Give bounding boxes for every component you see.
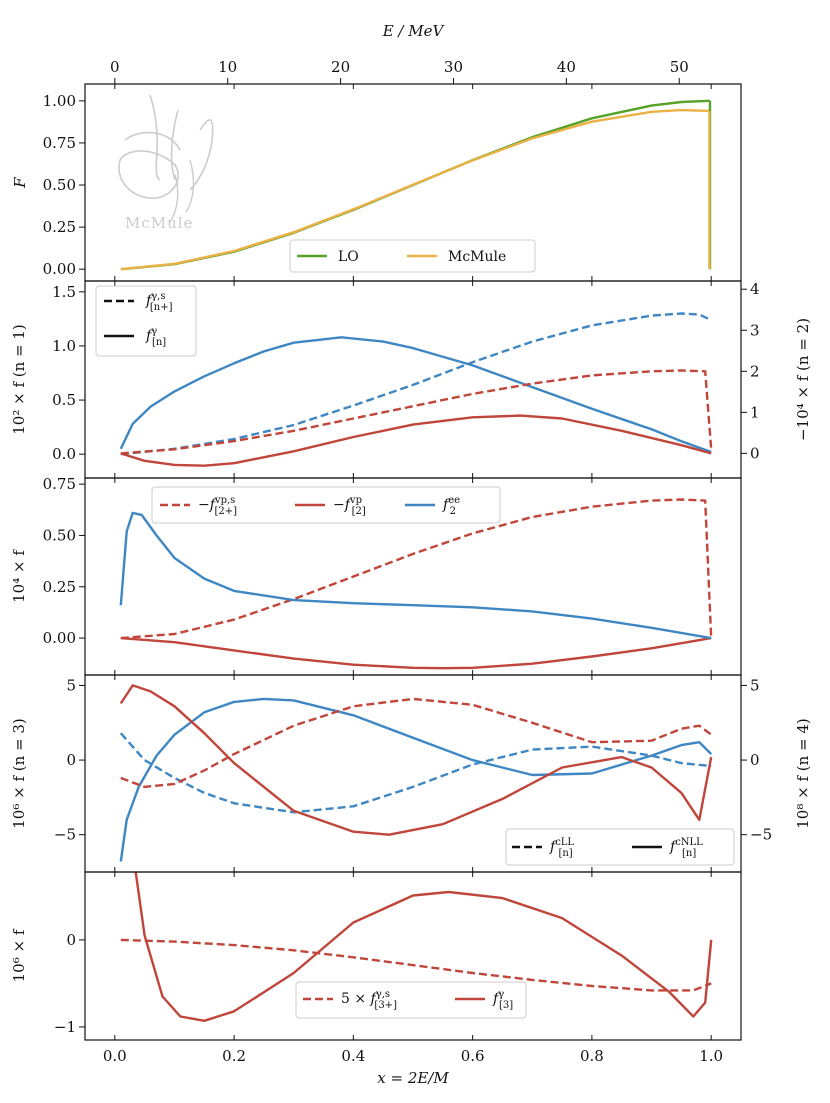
p5-ylabel: 10⁶ × f — [10, 928, 28, 982]
p4-ytick-label-right-2: 5 — [750, 676, 760, 694]
p5-legend-label-0: 5 × fγ,s [3+] — [341, 989, 397, 1011]
top-xtick-label-4: 40 — [557, 58, 576, 76]
p2-legend-label-1: fγ [n] — [145, 326, 166, 348]
p3-series-0 — [120, 498, 713, 640]
p3-ytick-label-left-3: 0.75 — [43, 475, 76, 493]
p1-legend-label-1: McMule — [448, 249, 506, 265]
p3-series-1 — [120, 636, 712, 670]
p1-ylabel: F — [11, 177, 29, 189]
panel-2: 0.0 0.5 1.0 1.5 0 1 2 3 4 10² × f (n = 1) −10⁴ × f… — [10, 280, 812, 479]
top-xtick-label-3: 30 — [444, 58, 463, 76]
top-xtick-label-0: 0 — [110, 58, 120, 76]
watermark-text: McMule — [125, 214, 193, 232]
logo-legs — [169, 159, 195, 223]
p5-ytick-label-left-0: −1 — [54, 1018, 76, 1036]
p2-ytick-label-right-3: 3 — [750, 321, 760, 339]
p5-legend-label-1: fγ [3] — [492, 989, 513, 1011]
p2-ytick-label-right-1: 1 — [750, 403, 760, 421]
p5-ytick-label-left-1: 0 — [66, 931, 76, 949]
p1-legend-label-0: LO — [338, 249, 359, 265]
p4-legend-label-0: fcLL [n] — [549, 837, 574, 859]
p4-ytick-label-right-1: 0 — [750, 751, 760, 769]
p4-series-1 — [119, 732, 712, 814]
panel-1: 0 10 20 30 40 50 E / MeV McMule 0.00 0.25 0.50 0.75… — [11, 22, 742, 282]
p3-series-2 — [119, 511, 712, 640]
top-axis-title: E / MeV — [382, 22, 446, 40]
p5-xtick-label-1: 0.2 — [222, 1047, 246, 1065]
p2-ylabel-right: −10⁴ × f (n = 2) — [794, 318, 812, 441]
p1-ytick-label-left-2: 0.50 — [43, 176, 76, 194]
p3-legend-box — [151, 486, 501, 524]
p5-frame — [84, 871, 742, 1041]
p1-series-1 — [120, 108, 710, 271]
top-xtick-label-5: 50 — [670, 58, 689, 76]
logo-wings — [124, 94, 214, 191]
x-axis-title: x = 2E/M — [377, 1069, 449, 1087]
p3-ylabel: 10⁴ × f — [10, 549, 28, 603]
p5-series-0 — [120, 938, 712, 992]
p3-legend-label-2: fee 2 — [442, 495, 460, 517]
p2-series-3 — [120, 369, 713, 455]
p3-ytick-label-left-1: 0.25 — [43, 578, 76, 596]
top-xtick-label-2: 20 — [331, 58, 350, 76]
p4-series-0 — [119, 697, 713, 862]
p1-ytick-label-left-1: 0.25 — [43, 218, 76, 236]
p1-ytick-label-left-3: 0.75 — [43, 134, 76, 152]
p5-xtick-label-2: 0.4 — [341, 1047, 365, 1065]
p2-ytick-label-left-3: 1.5 — [52, 283, 76, 301]
p5-xtick-label-3: 0.6 — [461, 1047, 485, 1065]
p2-ylabel-left: 10² × f (n = 1) — [10, 324, 28, 435]
p2-legend-label-0: fγ,s [n+] — [145, 291, 173, 313]
panel-3: 0.00 0.25 0.50 0.75 10⁴ × f −fvp,s [2+] −fvp [2]… — [10, 475, 742, 676]
p4-ytick-label-right-0: −5 — [750, 826, 772, 844]
p4-ytick-label-left-0: −5 — [54, 826, 76, 844]
panel-5: −1 0 0.0 0.2 0.4 0.6 0.8 1.0 10⁶ × f x = 2E/M 5 × … — [10, 871, 742, 1087]
mcmule-logo: McMule — [118, 94, 214, 232]
p4-legend-box — [505, 828, 735, 866]
p4-ylabel-left: 10⁶ × f (n = 3) — [10, 718, 28, 829]
top-xtick-label-1: 10 — [218, 58, 237, 76]
p2-series-0 — [119, 336, 712, 454]
p4-series-2 — [119, 684, 713, 836]
p1-ytick-label-left-0: 0.00 — [43, 260, 76, 278]
p4-legend-label-1: fcNLL [n] — [669, 837, 703, 859]
p2-series-2 — [120, 414, 712, 467]
p3-ytick-label-left-2: 0.50 — [43, 526, 76, 544]
p4-series-3 — [120, 697, 712, 789]
p4-ylabel-right: 10⁸ × f (n = 4) — [794, 718, 812, 829]
p5-xtick-label-5: 1.0 — [699, 1047, 723, 1065]
p5-xtick-label-4: 0.8 — [580, 1047, 604, 1065]
p5-plot-area — [120, 872, 713, 1022]
panel-4: −5 0 5 −5 0 5 10⁶ × f (n = 3) 10⁸ × f (n = 4) fc… — [10, 674, 812, 873]
logo-head — [118, 150, 179, 199]
p5-xtick-label-0: 0.0 — [103, 1047, 127, 1065]
p2-legend-box — [95, 285, 197, 357]
p5-series-1 — [134, 872, 713, 1022]
p2-ytick-label-right-0: 0 — [750, 444, 760, 462]
p3-ytick-label-left-0: 0.00 — [43, 629, 76, 647]
p3-legend-label-0: −fvp,s [2+] — [198, 495, 237, 517]
p1-ytick-label-left-4: 1.00 — [43, 92, 76, 110]
p4-ytick-label-left-1: 0 — [66, 751, 76, 769]
p2-ytick-label-left-2: 1.0 — [52, 337, 76, 355]
p2-ytick-label-left-0: 0.0 — [52, 445, 76, 463]
p2-ytick-label-left-1: 0.5 — [52, 391, 76, 409]
p2-ytick-label-right-4: 4 — [750, 280, 760, 298]
p3-legend-label-1: −fvp [2] — [333, 495, 366, 517]
p5-legend-box — [295, 981, 527, 1019]
p2-ytick-label-right-2: 2 — [750, 362, 760, 380]
p4-ytick-label-left-2: 5 — [66, 676, 76, 694]
p2-series-1 — [120, 312, 712, 456]
